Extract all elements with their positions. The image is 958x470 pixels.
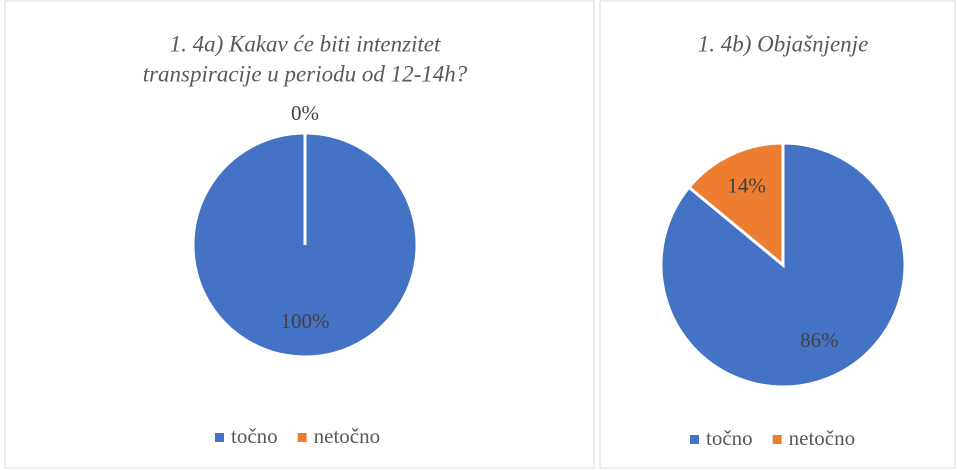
data-label: 86% xyxy=(800,328,839,352)
legend-swatch xyxy=(215,433,224,442)
legend-label: točno xyxy=(706,426,753,450)
data-label: 100% xyxy=(281,309,330,333)
chart-title: transpiracije u periodu od 12-14h? xyxy=(143,61,468,86)
legend-label: netočno xyxy=(789,426,855,450)
legend-swatch xyxy=(297,433,307,442)
legend-label: netočno xyxy=(314,424,380,448)
data-label: 0% xyxy=(291,101,319,125)
chart-title: 1. 4b) Objašnjenje xyxy=(698,31,869,56)
pie-slice xyxy=(686,141,785,269)
legend-label: točno xyxy=(231,424,278,448)
legend-swatch xyxy=(772,435,782,444)
legend-swatch xyxy=(690,435,699,444)
data-label: 14% xyxy=(727,174,766,198)
chart-title: 1. 4a) Kakav će biti intenzitet xyxy=(170,31,441,56)
